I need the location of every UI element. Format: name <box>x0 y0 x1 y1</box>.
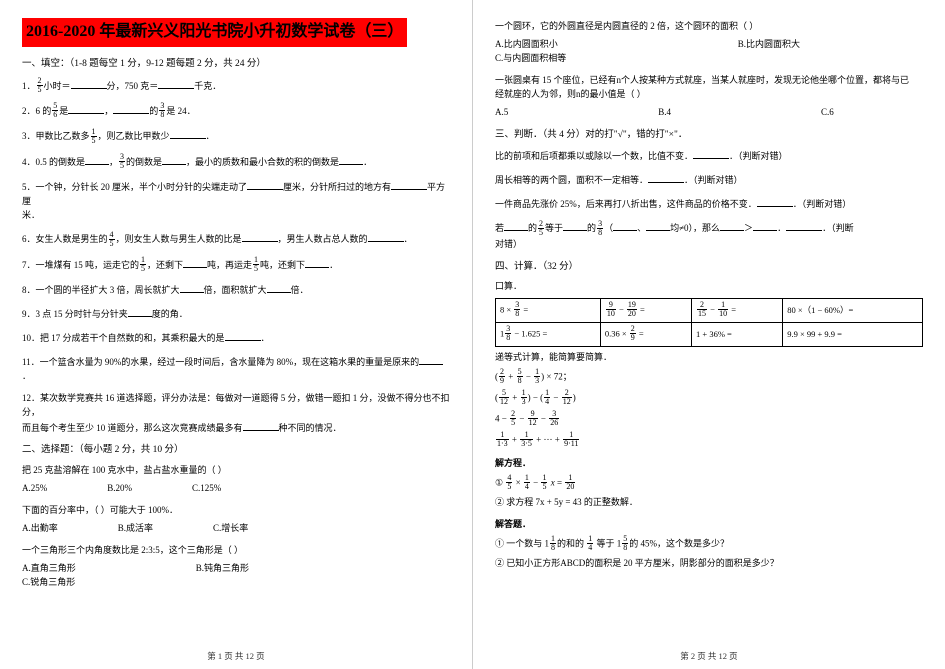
exam-title: 2016-2020 年最新兴义阳光书院小升初数学试卷（三） <box>22 18 407 47</box>
mc1: 把 25 克盐溶解在 100 克水中，盐占盐水重量的（ ） <box>22 464 450 478</box>
q8: 8．一个圆的半径扩大 3 倍，周长就扩大倍，面积就扩大倍． <box>22 282 450 298</box>
s2: (512 + 13) − (14 − 212) <box>495 390 923 407</box>
mc1-options: A.25%B.20%C.125% <box>22 482 450 496</box>
mc2-options: A.出勤率B.成活率C.增长率 <box>22 522 450 536</box>
j2: 周长相等的两个圆，面积不一定相等．．（判断对错） <box>495 172 923 188</box>
section-1-head: 一、填空：（1-8 题每空 1 分，9-12 题每题 2 分，共 24 分） <box>22 57 450 72</box>
mc5: 一张圆桌有 15 个座位，已经有n个人按某种方式就座，当某人就座时，发现无论他坐… <box>495 74 923 102</box>
q1: 1．25小时＝分，750 克＝千克． <box>22 78 450 95</box>
mc4-options: A.比内圆面积小B.比内圆面积大 C.与内圆面积相等 <box>495 38 923 66</box>
j3: 一件商品先涨价 25%，后来再打八折出售，这件商品的价格不变．．（判断对错） <box>495 196 923 212</box>
q9: 9．3 点 15 分时针与分针夹度的角． <box>22 306 450 322</box>
page-footer-left: 第 1 页 共 12 页 <box>0 650 472 663</box>
q2: 2．6 的56是，的38是 24． <box>22 103 450 120</box>
eq2: ② 求方程 7x + 5y = 43 的正整数解． <box>495 496 923 510</box>
mc3: 一个三角形三个内角度数比是 2:3:5，这个三角形是（ ） <box>22 544 450 558</box>
mc5-options: A.5B.4C.6 <box>495 106 923 120</box>
s1: (29 + 58 − 13) × 72； <box>495 369 923 386</box>
q7: 7．一堆煤有 15 吨，运走它的15，还剩下吨，再运走15吨，还剩下． <box>22 257 450 274</box>
eq-head: 解方程． <box>495 457 923 471</box>
q4: 4．0.5 的倒数是，35的倒数是，最小的质数和最小合数的积的倒数是． <box>22 154 450 171</box>
section-3-head: 三、判断．（共 4 分）对的打"√"，错的打"×"． <box>495 128 923 143</box>
q10: 10．把 17 分成若干个自然数的和，其乘积最大的是． <box>22 330 450 346</box>
page-footer-right: 第 2 页 共 12 页 <box>473 650 945 663</box>
a2: ② 已知小正方形ABCD的面积是 20 平方厘米，阴影部分的面积是多少？ <box>495 557 923 571</box>
a1: ① 一个数与 118的和的 14 等于 158的 45%，这个数是多少？ <box>495 536 923 553</box>
q12: 12．某次数学竞赛共 16 道选择题，评分办法是：每做对一道题得 5 分，做错一… <box>22 392 450 436</box>
section-2-head: 二、选择题：（每小题 2 分，共 10 分） <box>22 443 450 458</box>
q5: 5．一个钟，分针长 20 厘米，半个小时分针的尖端走动了厘米，分针所扫过的地方有… <box>22 179 450 223</box>
q11: 11．一个篮含水量为 90%的水果，经过一段时间后，含水量降为 80%，现在这箱… <box>22 354 450 384</box>
j1: 比的前项和后项都乘以或除以一个数，比值不变．．（判断对错） <box>495 148 923 164</box>
mc3-options: A.直角三角形B.钝角三角形 C.锐角三角形 <box>22 562 450 590</box>
mc2: 下面的百分率中，（ ）可能大于 100%． <box>22 504 450 518</box>
calc-head: 口算． <box>495 280 923 294</box>
s3: 4 − 25 − 912 − 326 <box>495 411 923 428</box>
section-4-head: 四、计算．（32 分） <box>495 260 923 275</box>
mc4: 一个圆环，它的外圆直径是内圆直径的 2 倍，这个圆环的面积（ ） <box>495 20 923 34</box>
q6: 6．女生人数是男生的45，则女生人数与男生人数的比是，男生人数占总人数的． <box>22 231 450 248</box>
s4: 11·3 + 13·5 + ··· + 19·11 <box>495 432 923 449</box>
q3: 3．甲数比乙数多15，则乙数比甲数少． <box>22 128 450 145</box>
j4: 若的25等于的38（、均≠0），那么＞．．（判断 对错） <box>495 220 923 251</box>
calc-table: 8 × 38 = 910 − 1920 = 215 − 110 = 80 ×（1… <box>495 298 923 347</box>
ans-head: 解答题． <box>495 518 923 532</box>
eq1: ① 45 × 14 − 15 x = 120 <box>495 475 923 492</box>
step-head: 递等式计算，能简算要简算． <box>495 351 923 365</box>
